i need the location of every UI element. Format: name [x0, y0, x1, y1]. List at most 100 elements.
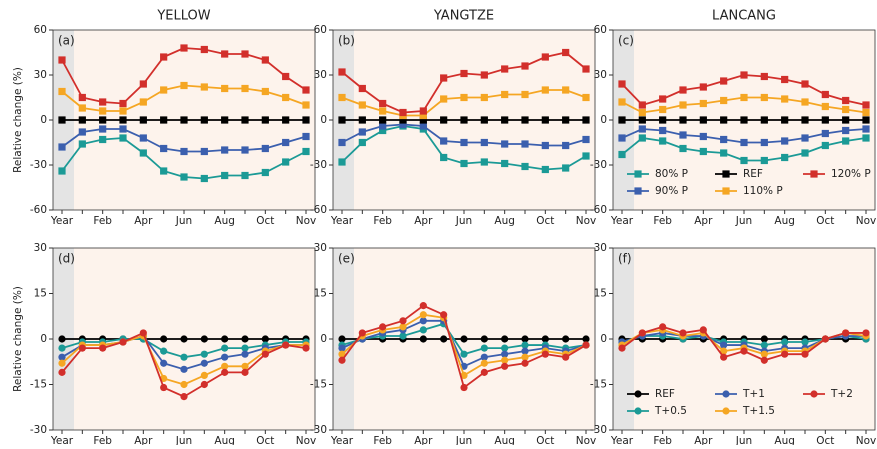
y-tick-label: 30	[34, 242, 47, 254]
point	[302, 101, 310, 109]
point	[241, 335, 249, 343]
point	[440, 335, 448, 343]
point	[419, 326, 427, 334]
point	[241, 368, 249, 376]
point	[679, 116, 687, 124]
point	[740, 93, 748, 102]
point	[419, 111, 427, 120]
point	[440, 74, 448, 82]
point	[99, 135, 107, 144]
panel-label: (b)	[338, 34, 355, 48]
point	[221, 171, 229, 180]
plot-frame	[612, 247, 876, 431]
point	[862, 108, 870, 117]
point	[180, 380, 188, 389]
point	[221, 116, 229, 124]
x-tick-label: Oct	[256, 435, 274, 445]
point	[562, 141, 570, 150]
legend-label: 90% P	[655, 185, 688, 197]
y-tick-label: -15	[310, 379, 327, 391]
point	[562, 48, 570, 57]
point	[501, 344, 509, 352]
point	[679, 144, 687, 153]
point	[781, 116, 789, 124]
point	[740, 347, 748, 355]
point	[699, 99, 707, 108]
point	[221, 50, 229, 58]
x-tick-label: Jun	[175, 435, 192, 445]
point	[58, 344, 66, 352]
point	[521, 62, 529, 70]
point	[842, 96, 850, 105]
point	[659, 137, 667, 145]
point	[541, 350, 549, 358]
point	[282, 116, 290, 124]
point	[160, 167, 168, 175]
point	[521, 116, 529, 124]
legend-marker	[810, 390, 818, 398]
point	[241, 116, 249, 124]
point	[419, 302, 427, 310]
legend-marker	[722, 407, 730, 415]
point	[720, 347, 728, 355]
point	[501, 362, 509, 370]
x-tick-label: Apr	[134, 435, 153, 445]
point	[562, 164, 570, 172]
legend-marker	[634, 170, 642, 178]
x-tick-label: Year	[610, 215, 634, 227]
point	[358, 116, 366, 124]
point	[740, 156, 748, 165]
point	[200, 116, 208, 124]
point	[338, 158, 346, 166]
point	[200, 83, 208, 91]
x-tick-label: Feb	[93, 435, 112, 445]
point	[160, 383, 168, 392]
point	[180, 393, 188, 401]
point	[679, 329, 687, 337]
y-axis-label: Relative change (%)	[12, 286, 24, 392]
y-tick-label: 30	[594, 242, 607, 254]
x-tick-label: Jun	[175, 215, 192, 227]
point	[862, 134, 870, 142]
point	[582, 341, 590, 349]
point	[419, 107, 427, 115]
point	[221, 146, 229, 154]
point	[821, 141, 829, 150]
point	[58, 359, 66, 367]
point	[699, 132, 707, 141]
y-tick-label: 30	[594, 69, 607, 81]
point	[440, 137, 448, 145]
legend-label: 120% P	[831, 168, 871, 180]
point	[521, 347, 529, 355]
point	[862, 101, 870, 109]
point	[119, 107, 127, 115]
point	[801, 80, 809, 88]
point	[699, 326, 707, 334]
point	[521, 341, 529, 349]
point	[200, 371, 208, 379]
point	[139, 98, 147, 106]
point	[679, 131, 687, 139]
legend-label: 110% P	[743, 185, 783, 197]
point	[842, 105, 850, 114]
point	[58, 353, 66, 361]
point	[618, 134, 626, 142]
point	[801, 116, 809, 124]
point	[821, 335, 829, 343]
point	[221, 84, 229, 93]
x-tick-label: Feb	[373, 435, 392, 445]
x-tick-label: Oct	[256, 215, 274, 227]
legend-label: REF	[743, 168, 763, 180]
point	[521, 162, 529, 171]
point	[241, 146, 249, 154]
point	[781, 137, 789, 145]
y-tick-label: -30	[590, 159, 607, 171]
point	[821, 90, 829, 99]
point	[261, 87, 269, 96]
point	[760, 350, 768, 358]
y-tick-label: 0	[600, 114, 607, 126]
y-tick-label: 15	[594, 288, 607, 300]
y-axis-label: Relative change (%)	[12, 67, 24, 173]
y-tick-label: 60	[594, 24, 607, 36]
